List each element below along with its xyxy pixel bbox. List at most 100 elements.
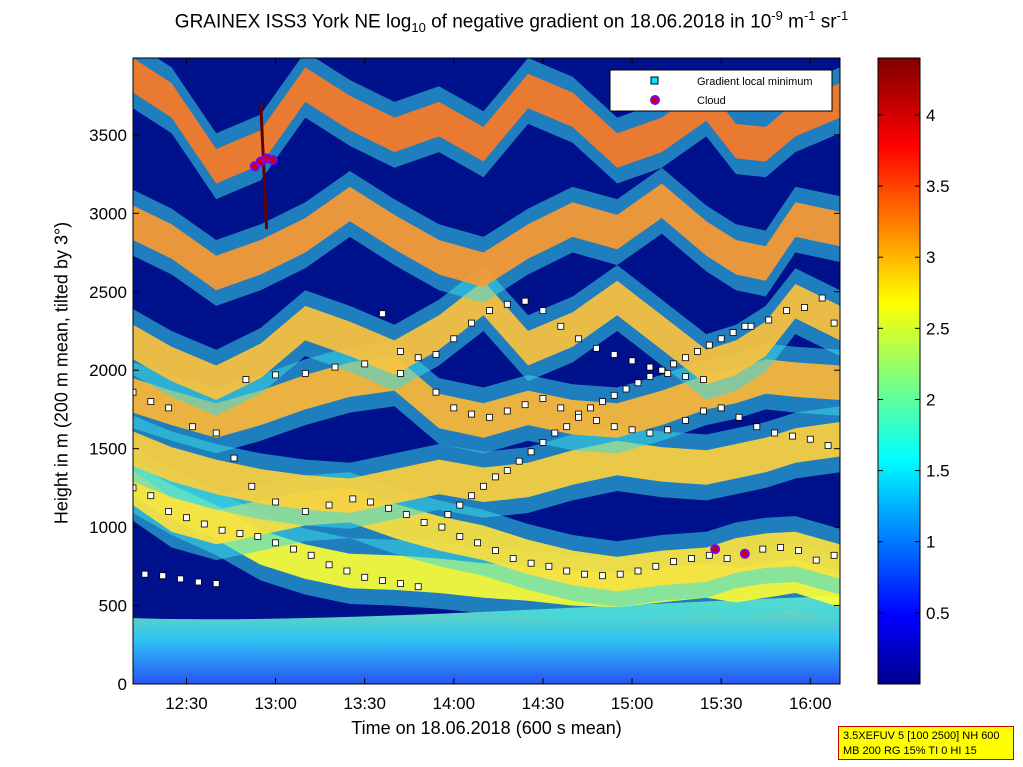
colorbar-tick-label: 1 bbox=[926, 533, 935, 552]
gradient-minimum-marker bbox=[682, 416, 689, 424]
colorbar-tick-label: 4 bbox=[926, 106, 935, 125]
gradient-minimum-marker bbox=[272, 539, 280, 547]
chart-title-prefix: GRAINEX ISS3 York NE log bbox=[174, 11, 412, 33]
gradient-minimum-marker bbox=[593, 416, 600, 424]
heatmap-layer-L6 bbox=[133, 58, 840, 184]
heatmap-layer-L3 bbox=[133, 356, 840, 438]
gradient-minimum-marker bbox=[682, 373, 689, 380]
gradient-minimum-marker bbox=[818, 294, 826, 302]
gradient-minimum-marker bbox=[331, 363, 339, 371]
gradient-minimum-marker bbox=[705, 551, 713, 559]
colorbar-tick-label: 2 bbox=[926, 390, 935, 409]
info-line-1: 3.5XEFUV 5 [100 2500] NH 600 bbox=[843, 730, 1000, 742]
heatmap-layer-L2 bbox=[133, 422, 840, 513]
gradient-minimum-marker bbox=[646, 373, 654, 380]
gradient-minimum-marker bbox=[557, 322, 565, 330]
legend-marker-cloud bbox=[650, 95, 660, 105]
gradient-minimum-marker bbox=[700, 407, 707, 415]
heatmap-layer-L4 bbox=[133, 280, 840, 400]
gradient-minimum-marker bbox=[420, 519, 428, 526]
gradient-minimum-marker bbox=[634, 379, 642, 387]
gradient-minimum-marker bbox=[652, 562, 660, 570]
gradient-minimum-marker bbox=[628, 426, 636, 434]
gradient-minimum-marker bbox=[527, 559, 535, 567]
chart-title-m-exp: -1 bbox=[803, 8, 816, 23]
gradient-minimum-marker bbox=[248, 482, 256, 490]
y-tick-label: 3500 bbox=[89, 126, 127, 145]
gradient-minimum-marker bbox=[700, 376, 707, 384]
y-tick-label: 3000 bbox=[89, 204, 127, 223]
gradient-minimum-marker bbox=[236, 530, 244, 537]
gradient-minimum-marker bbox=[147, 492, 155, 500]
gradient-minimum-marker bbox=[717, 335, 725, 343]
gradient-minimum-marker bbox=[468, 410, 476, 418]
gradient-minimum-marker bbox=[177, 575, 184, 583]
gradient-minimum-marker bbox=[301, 369, 309, 377]
gradient-minimum-marker bbox=[325, 561, 333, 569]
legend-label-minimum: Gradient local minimum bbox=[697, 76, 813, 88]
gradient-minimum-marker bbox=[456, 533, 464, 540]
gradient-minimum-marker bbox=[664, 426, 672, 434]
y-tick-label: 1000 bbox=[89, 518, 127, 537]
gradient-minimum-marker bbox=[646, 429, 654, 437]
gradient-minimum-marker bbox=[503, 300, 511, 308]
gradient-minimum-marker bbox=[824, 442, 832, 449]
legend: Gradient local minimum Cloud bbox=[609, 69, 833, 112]
x-axis-label: Time on 18.06.2018 (600 s mean) bbox=[351, 718, 622, 738]
gradient-minimum-marker bbox=[622, 385, 630, 393]
x-tick-label: 16:00 bbox=[789, 694, 832, 713]
heatmap-layer-L5 bbox=[133, 183, 840, 291]
gradient-minimum-marker bbox=[147, 398, 155, 406]
gradient-minimum-marker bbox=[450, 404, 458, 412]
legend-marker-minimum bbox=[650, 76, 659, 85]
x-tick-label: 13:30 bbox=[343, 694, 386, 713]
gradient-minimum-marker bbox=[468, 319, 476, 327]
heatmap-layer-halo-L4 bbox=[133, 265, 840, 416]
legend-box bbox=[609, 69, 833, 112]
settings-info-box: 3.5XEFUV 5 [100 2500] NH 600 MB 200 RG 1… bbox=[838, 726, 1014, 760]
gradient-minimum-marker bbox=[783, 307, 790, 315]
gradient-minimum-marker bbox=[705, 341, 713, 349]
gradient-minimum-marker bbox=[396, 580, 404, 587]
gradient-minimum-marker bbox=[539, 438, 547, 446]
gradient-minimum-marker bbox=[165, 404, 173, 412]
y-tick-label: 0 bbox=[118, 675, 127, 694]
gradient-minimum-marker bbox=[789, 432, 796, 440]
gradient-minimum-marker bbox=[456, 501, 464, 509]
gradient-minimum-marker bbox=[694, 347, 701, 355]
gradient-minimum-marker bbox=[432, 388, 440, 396]
gradient-minimum-marker bbox=[183, 514, 190, 522]
gradient-minimum-marker bbox=[616, 570, 624, 578]
gradient-minimum-marker bbox=[801, 304, 808, 311]
x-tick-label: 14:30 bbox=[522, 694, 565, 713]
axes: 12:30 13:00 13:30 14:00 14:30 15:00 15:30 16:00… bbox=[89, 58, 840, 713]
y-tick-label: 1500 bbox=[89, 440, 127, 459]
gradient-minimum-marker bbox=[610, 351, 618, 358]
gradient-minimum-marker bbox=[575, 413, 582, 421]
gradient-minimum-marker bbox=[165, 507, 173, 515]
chart-title-unit-m: m bbox=[782, 11, 804, 33]
gradient-minimum-marker bbox=[759, 545, 767, 553]
gradient-minimum-marker bbox=[670, 360, 677, 368]
gradient-minimum-marker bbox=[723, 555, 731, 562]
gradient-minimum-marker bbox=[141, 570, 149, 578]
x-tick-label: 12:30 bbox=[165, 694, 208, 713]
gradient-minimum-marker bbox=[367, 498, 375, 506]
gradient-minimum-marker bbox=[717, 404, 725, 412]
gradient-minimum-marker bbox=[599, 398, 606, 406]
y-tick-label: 2500 bbox=[89, 283, 127, 302]
gradient-minimum-marker bbox=[212, 429, 220, 437]
gradient-minimum-marker bbox=[361, 360, 369, 368]
gradient-minimum-marker bbox=[272, 498, 280, 506]
gradient-minimum-marker bbox=[777, 544, 784, 551]
gradient-minimum-marker bbox=[812, 556, 820, 564]
gradient-minimum-marker bbox=[539, 395, 547, 402]
gradient-minimum-marker bbox=[307, 551, 315, 559]
gradient-minimum-marker bbox=[361, 573, 369, 581]
gradient-minimum-marker bbox=[593, 344, 600, 352]
gradient-minimum-marker bbox=[634, 567, 642, 575]
gradient-minimum-marker bbox=[729, 329, 737, 337]
gradient-minimum-marker bbox=[242, 376, 250, 384]
colorbar-tick-label: 1.5 bbox=[926, 462, 950, 481]
chart-title-middle: of negative gradient on 18.06.2018 in 10 bbox=[425, 11, 772, 33]
